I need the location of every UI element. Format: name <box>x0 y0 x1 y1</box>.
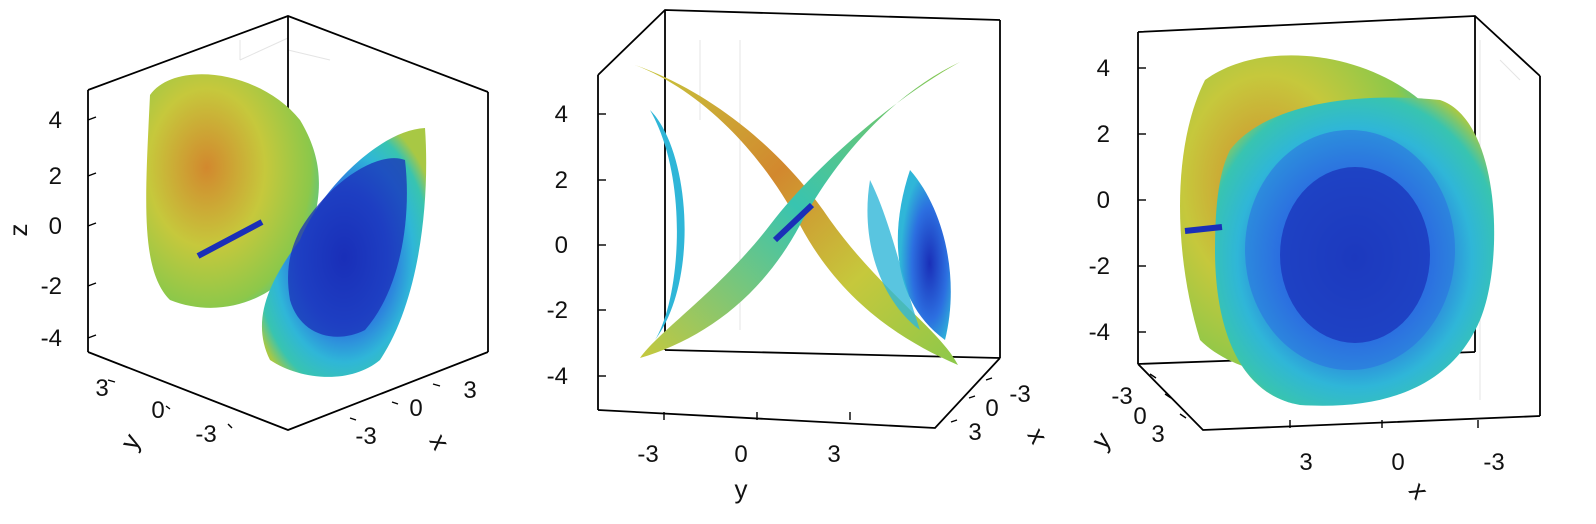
panel-3-z-tick: -4 <box>1089 319 1110 346</box>
panel-2-y-ticks: -3 0 3 <box>637 412 851 468</box>
panel-3-side: 420-2-4 -303 3 0 -3 y x <box>1085 15 1541 505</box>
panel-2-surface <box>635 62 960 365</box>
panel-1-grid <box>239 37 331 61</box>
panel-1-y-tick: 0 <box>151 397 164 424</box>
panel-2-z-tick: 4 <box>555 101 568 128</box>
panel-1-z-tick: -2 <box>41 273 62 300</box>
panel-1-y-tick: -3 <box>195 421 216 448</box>
panel-3-y-tick: 0 <box>1133 403 1146 430</box>
panel-1-x-tick-mark <box>432 383 441 387</box>
panel-1-isometric: 4 2 0 -2 -4 3 0 -3 -3 0 3 z y x <box>3 15 489 455</box>
panel-3-y-tick: 3 <box>1151 421 1164 448</box>
panel-2-z-tick: 2 <box>555 167 568 194</box>
panel-1-z-label: z <box>3 224 33 237</box>
panel-1-z-tick: 2 <box>49 163 62 190</box>
panel-2-z-ticks: 4 2 0 -2 -4 <box>547 101 606 390</box>
panel-2-x-tick-mark <box>968 395 976 399</box>
panel-2-x-label: x <box>1022 422 1054 448</box>
panel-1-z-tick: 4 <box>49 107 62 134</box>
panel-1-x-ticks: -3 0 3 <box>349 377 477 450</box>
panel-2-y-tick: 3 <box>827 441 840 468</box>
panel-3-y-tick-mark <box>1164 393 1172 399</box>
panel-3-y-tick: -3 <box>1111 383 1132 410</box>
panel-1-z-tick-mark <box>87 116 97 121</box>
panel-1-z-tick-mark <box>87 172 97 177</box>
panel-1-x-tick: -3 <box>355 423 376 450</box>
panel-3-y-tick-mark <box>1149 373 1157 379</box>
panel-3-x-tick: 0 <box>1391 449 1404 476</box>
panel-1-y-label: y <box>114 428 146 454</box>
panel-1-y-tick: 3 <box>95 375 108 402</box>
panel-3-x-label: x <box>1403 476 1434 505</box>
panel-3-x-tick: -3 <box>1483 449 1504 476</box>
panel-1-z-tick-mark <box>87 282 97 287</box>
panel-3-box <box>1137 15 1541 431</box>
panel-3-x-ticks: 3 0 -3 <box>1289 420 1505 476</box>
panel-2-z-tick: -2 <box>547 297 568 324</box>
panel-1-surface <box>146 74 427 377</box>
panel-2-box <box>597 9 1001 429</box>
panel-3-z-ticks: 4 2 0 -2 -4 <box>1089 55 1146 346</box>
panel-1-y-tick-mark <box>165 405 171 410</box>
panel-2-x-ticks: -3 03 <box>950 377 1031 446</box>
panel-1-y-tick-mark <box>107 379 116 383</box>
panel-3-y-ticks: -303 <box>1111 373 1187 448</box>
panel-2-x-tick: 3 <box>968 419 981 446</box>
panel-1-z-ticks: 4 2 0 -2 -4 <box>41 107 97 352</box>
panel-1-y-tick-mark <box>227 423 233 429</box>
panel-1-z-tick: 0 <box>49 213 62 240</box>
panel-1-x-tick: 3 <box>463 377 476 404</box>
panel-3-y-label: y <box>1085 426 1116 455</box>
panel-1-y-ticks: 3 0 -3 <box>95 375 233 448</box>
panel-3-y-tick-mark <box>1179 413 1187 419</box>
panel-2-z-tick: -4 <box>547 363 568 390</box>
panel-1-z-tick: -4 <box>41 325 62 352</box>
panel-3-z-tick: 0 <box>1097 187 1110 214</box>
panel-1-x-label: x <box>424 428 456 454</box>
panel-1-z-tick-mark <box>87 334 97 339</box>
panel-2-x-tick: -3 <box>1009 381 1030 408</box>
panel-3-surface <box>1180 55 1495 406</box>
panel-1-z-tick-mark <box>87 222 97 227</box>
panel-3-z-tick: 4 <box>1097 55 1110 82</box>
panel-2-front: 420-2-4 -3 0 3 -303 y x <box>547 9 1054 504</box>
panel-1-x-tick-mark <box>391 401 399 405</box>
panel-2-y-label: y <box>735 474 748 504</box>
panel-3-z-tick: -2 <box>1089 253 1110 280</box>
panel-2-z-tick: 0 <box>555 232 568 259</box>
panel-2-x-tick-mark <box>950 419 958 423</box>
panel-1-box <box>87 15 489 431</box>
panel-2-y-tick: -3 <box>637 441 658 468</box>
panel-3-x-tick: 3 <box>1299 449 1312 476</box>
panel-3-z-tick: 2 <box>1097 121 1110 148</box>
panel-2-x-tick: 0 <box>985 395 998 422</box>
panel-1-x-tick: 0 <box>409 395 422 422</box>
panel-2-x-tick-mark <box>985 377 993 381</box>
panel-1-x-tick-mark <box>349 417 357 421</box>
panel-2-y-tick: 0 <box>734 441 747 468</box>
